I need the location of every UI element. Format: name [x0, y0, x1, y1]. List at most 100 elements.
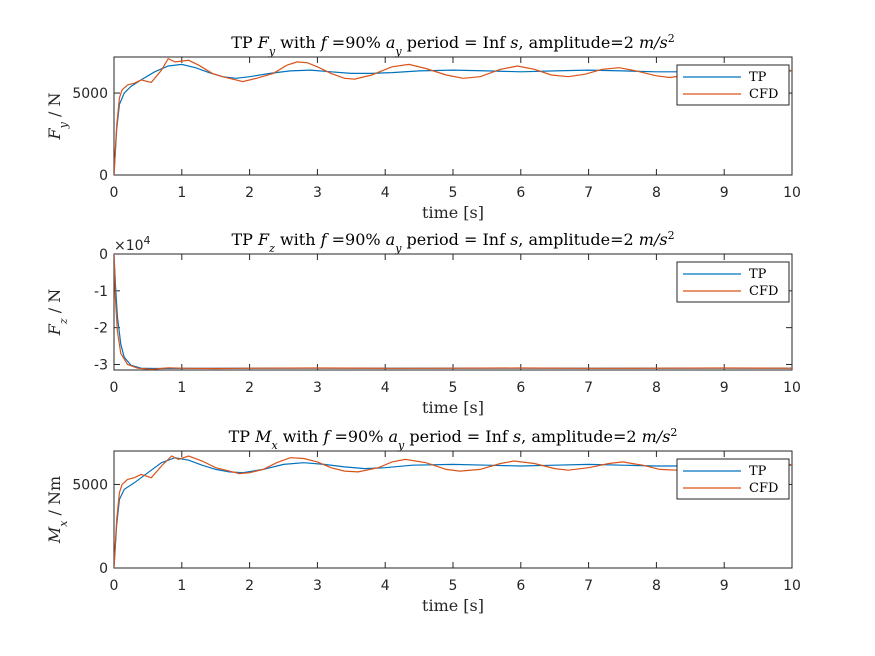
chart-title-part: with	[278, 427, 324, 446]
series-line-cfd	[114, 57, 792, 175]
chart-title-part: TP	[231, 230, 258, 249]
chart-title-part: period = Inf	[401, 230, 510, 249]
x-tick-label: 1	[177, 185, 186, 201]
y-axis-label: Fy / N	[45, 93, 70, 141]
x-tick-label: 8	[652, 380, 661, 396]
x-tick-label: 7	[584, 578, 593, 594]
x-tick-label: 5	[449, 578, 458, 594]
x-tick-label: 4	[381, 185, 390, 201]
chart-title-part: =90%	[329, 427, 388, 446]
legend-label-tp: TP	[749, 464, 767, 479]
chart-title-part: 2	[670, 426, 677, 439]
series-line-cfd	[114, 254, 792, 370]
chart-title-part: TP	[231, 33, 258, 52]
chart-title-part: TP	[229, 427, 256, 446]
chart-title-part: a	[389, 427, 399, 446]
series-line-tp	[114, 63, 792, 175]
y-axis-label: Fz / N	[45, 289, 70, 336]
y-axis-label-part: / N	[45, 93, 64, 123]
y-tick-label: 0	[99, 168, 108, 184]
chart-title-part: , amplitude=2	[521, 427, 641, 446]
y-tick-label: 0	[99, 561, 108, 577]
chart-title-part: a	[386, 33, 396, 52]
chart-title-part: F	[257, 230, 270, 249]
x-tick-label: 8	[652, 185, 661, 201]
legend-label-cfd: CFD	[749, 87, 778, 102]
x-tick-label: 7	[584, 185, 593, 201]
x-tick-label: 0	[110, 578, 119, 594]
chart-title-part: , amplitude=2	[518, 230, 638, 249]
x-tick-label: 9	[720, 578, 729, 594]
series-line-cfd	[114, 455, 792, 568]
x-tick-label: 1	[177, 380, 186, 396]
chart-title: TP Mx with f =90% ay period = Inf s, amp…	[229, 426, 678, 452]
legend-box	[676, 64, 790, 106]
chart-title: TP Fy with f =90% ay period = Inf s, amp…	[231, 32, 675, 58]
y-tick-label: 5000	[72, 477, 108, 493]
legend-label-tp: TP	[749, 70, 767, 85]
x-tick-label: 1	[177, 578, 186, 594]
x-tick-label: 5	[449, 380, 458, 396]
chart-title-part: =90%	[327, 230, 386, 249]
y-axis-label-part: y	[57, 121, 70, 129]
x-tick-label: 3	[313, 380, 322, 396]
chart-title-part: 2	[668, 229, 675, 242]
x-tick-label: 9	[720, 380, 729, 396]
legend-label-tp: TP	[749, 267, 767, 282]
y-axis-label-part: x	[57, 520, 70, 527]
chart-title-part: f	[320, 230, 330, 249]
chart-title-part: y	[268, 45, 276, 58]
chart-title-part: s	[510, 33, 518, 52]
x-axis-label: time [s]	[422, 203, 484, 222]
y-axis-label: Mx / Nm	[45, 476, 70, 544]
multiplier-exponent: 4	[144, 234, 151, 247]
x-tick-label: 3	[313, 185, 322, 201]
x-tick-label: 9	[720, 185, 729, 201]
chart-title-part: y	[394, 242, 402, 255]
x-tick-label: 10	[783, 578, 801, 594]
chart-title-part: M	[254, 427, 272, 446]
legend-label-cfd: CFD	[749, 481, 778, 496]
x-tick-label: 0	[110, 185, 119, 201]
chart-title-part: 2	[668, 32, 675, 45]
x-tick-label: 4	[381, 380, 390, 396]
chart-title-part: x	[272, 439, 279, 452]
y-axis-label-part: / N	[45, 289, 64, 319]
x-axis-label: time [s]	[422, 596, 484, 615]
x-tick-label: 0	[110, 380, 119, 396]
x-tick-label: 6	[516, 185, 525, 201]
x-axis-label: time [s]	[422, 398, 484, 417]
series-line-tp	[114, 457, 792, 568]
subplot-fy: 0 1 2 3 4 5 6 7 8 9 10 0 5000 TP CFD TP Fy with f =90% …	[45, 32, 801, 223]
chart-title-part: =90%	[327, 33, 386, 52]
x-tick-label: 2	[245, 185, 254, 201]
chart-title-part: s	[510, 230, 518, 249]
subplot-mx: 0 1 2 3 4 5 6 7 8 9 10 0 5000 TP CFD TP Mx with f =90% …	[45, 426, 801, 616]
x-tick-label: 4	[381, 578, 390, 594]
x-tick-label: 7	[584, 380, 593, 396]
chart-title-part: m/s	[639, 33, 668, 52]
chart-title: TP Fz with f =90% ay period = Inf s, amp…	[231, 229, 674, 255]
chart-title-part: y	[394, 45, 402, 58]
legend-label-cfd: CFD	[749, 284, 778, 299]
multiplier-base: ×10	[114, 238, 144, 254]
y-tick-label: -2	[94, 321, 108, 337]
chart-title-part: f	[322, 427, 332, 446]
y-axis-label-part: / Nm	[45, 476, 64, 521]
x-tick-label: 10	[783, 380, 801, 396]
x-tick-label: 2	[245, 578, 254, 594]
chart-title-part: m/s	[639, 230, 668, 249]
chart-title-part: , amplitude=2	[519, 33, 639, 52]
legend-box	[676, 261, 790, 303]
chart-title-part: m/s	[642, 427, 671, 446]
chart-title-part: y	[397, 439, 405, 452]
x-tick-label: 10	[783, 185, 801, 201]
chart-title-part: with	[275, 230, 321, 249]
x-tick-label: 6	[516, 578, 525, 594]
y-axis-label-part: M	[45, 526, 64, 544]
chart-title-part: F	[257, 33, 270, 52]
chart-title-part: s	[513, 427, 521, 446]
chart-title-part: a	[386, 230, 396, 249]
chart-title-part: z	[268, 242, 275, 255]
